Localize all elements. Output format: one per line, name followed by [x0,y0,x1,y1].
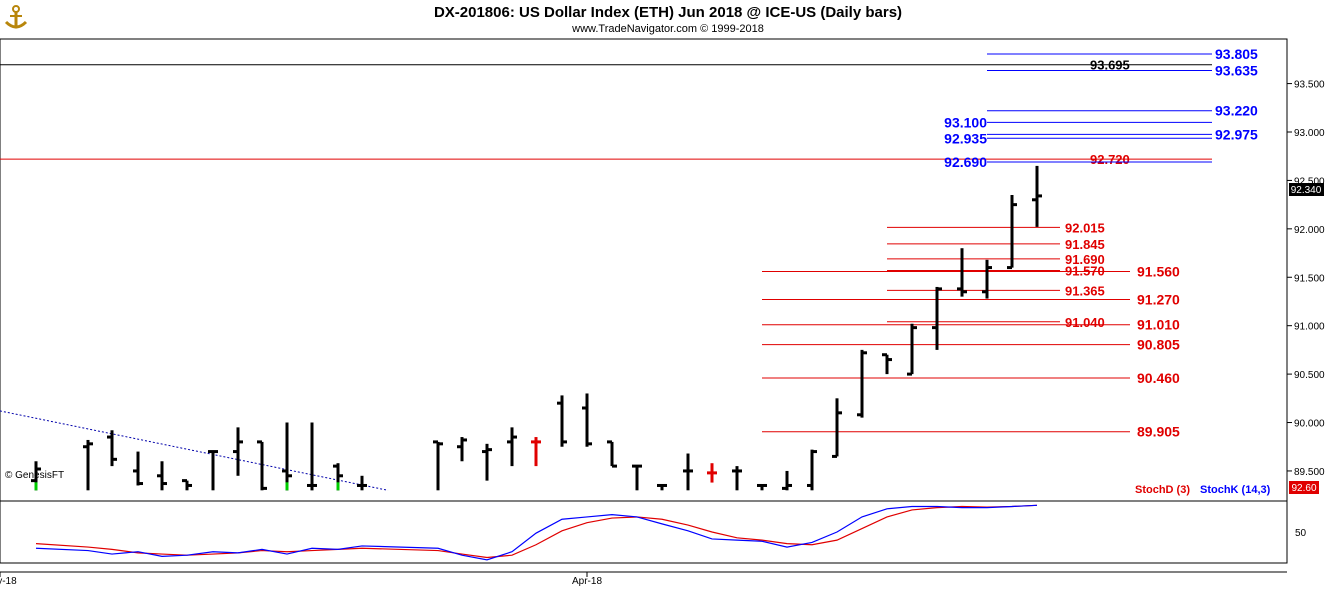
indicator-tick-label: 50 [1295,528,1307,539]
ohlc-bar [233,427,243,476]
level-label: 89.905 [1137,424,1180,440]
x-tick-label: Apr-18 [572,576,602,587]
y-tick-label: 90.000 [1294,419,1325,430]
y-tick-label: 92.000 [1294,225,1325,236]
level-label: 92.690 [944,154,987,170]
ohlc-bar [1032,165,1042,227]
stoch-k-label: StochK (14,3) [1200,484,1271,496]
stoch-k-line [35,504,1038,561]
ohlc-bar [1007,194,1017,270]
ohlc-bar [982,259,992,299]
ohlc-bar [433,440,443,491]
ohlc-bar [607,440,617,468]
ohlc-bar [807,449,817,491]
y-tick-label: 92.500 [1294,176,1325,187]
ohlc-bar [157,461,167,491]
y-tick-label: 91.500 [1294,273,1325,284]
ohlc-bar [357,475,367,491]
watermark: © GenesisFT [5,470,64,481]
ohlc-bar [832,398,842,458]
ohlc-bar [31,461,41,491]
chart-subtitle: www.TradeNavigator.com © 1999-2018 [571,23,764,35]
ohlc-bar [882,353,892,375]
ohlc-bar [333,463,343,491]
ohlc-bar [83,439,93,491]
ohlc-bar [133,451,143,486]
ohlc-bar [457,437,467,462]
y-tick-label: 93.000 [1294,128,1325,139]
level-label: 91.040 [1065,315,1105,330]
anchor-icon [4,5,28,29]
ohlc-bar [907,323,917,376]
ohlc-bar [307,422,317,491]
level-label: 91.690 [1065,252,1105,267]
ohlc-bar [757,483,767,491]
level-label: 91.560 [1137,263,1180,279]
ohlc-bar [182,479,192,491]
ohlc-bar [582,393,592,447]
price-levels: 93.805 93.695 93.635 93.220 93.100 92.975 92.9… [0,46,1258,440]
y-tick-label: 91.000 [1294,322,1325,333]
stoch-d-label: StochD (3) [1135,484,1190,496]
ohlc-bar [857,349,867,418]
ohlc-bar [257,440,267,491]
y-tick-label: 89.500 [1294,467,1325,478]
ohlc-bar [557,395,567,447]
ohlc-bar [531,437,541,467]
y-tick-label: 93.500 [1294,80,1325,91]
level-label: 92.015 [1065,220,1105,235]
price-bars [31,165,1042,491]
level-label: 93.220 [1215,103,1258,119]
level-label: 91.845 [1065,237,1105,252]
level-label: 93.100 [944,114,987,130]
ohlc-bar [482,443,492,481]
ohlc-bar [657,483,667,491]
y-axis: 89.500 90.000 90.500 91.000 91.500 92.000 92.5… [1287,80,1325,478]
logo [4,5,28,29]
level-label: 93.805 [1215,46,1258,62]
indicator-panel [0,500,1288,564]
ohlc-bar [932,286,942,350]
last-price-badge: 92.340 [1289,183,1324,196]
level-label: 92.720 [1090,152,1130,167]
chart-title: DX-201806: US Dollar Index (ETH) Jun 201… [434,4,902,21]
indicator-last-value: 92.60 [1291,483,1316,494]
level-label: 92.935 [944,130,987,146]
ohlc-bar [707,463,717,483]
level-label: 90.460 [1137,370,1180,386]
ohlc-bar [782,470,792,491]
level-label: 91.010 [1137,317,1180,333]
ohlc-bar [208,450,218,491]
level-label: 93.695 [1090,58,1130,73]
x-axis: Apr-18 May-18 [0,572,602,587]
ohlc-bar [957,248,967,297]
ohlc-bar [732,466,742,491]
ohlc-bar [683,453,693,491]
level-label: 90.805 [1137,337,1180,353]
ohlc-bar [507,427,517,467]
ohlc-bar [632,464,642,491]
level-label: 91.365 [1065,283,1105,298]
stoch-d-line [35,504,1038,559]
level-label: 91.270 [1137,292,1180,308]
y-tick-label: 90.500 [1294,370,1325,381]
ohlc-bar [107,430,117,467]
level-label: 93.635 [1215,63,1258,79]
level-label: 92.975 [1215,126,1258,142]
indicator-last-badge: 92.60 [1289,481,1319,494]
last-price-value: 92.340 [1291,185,1322,196]
ohlc-bar [282,422,292,491]
x-tick-label: May-18 [0,576,17,587]
